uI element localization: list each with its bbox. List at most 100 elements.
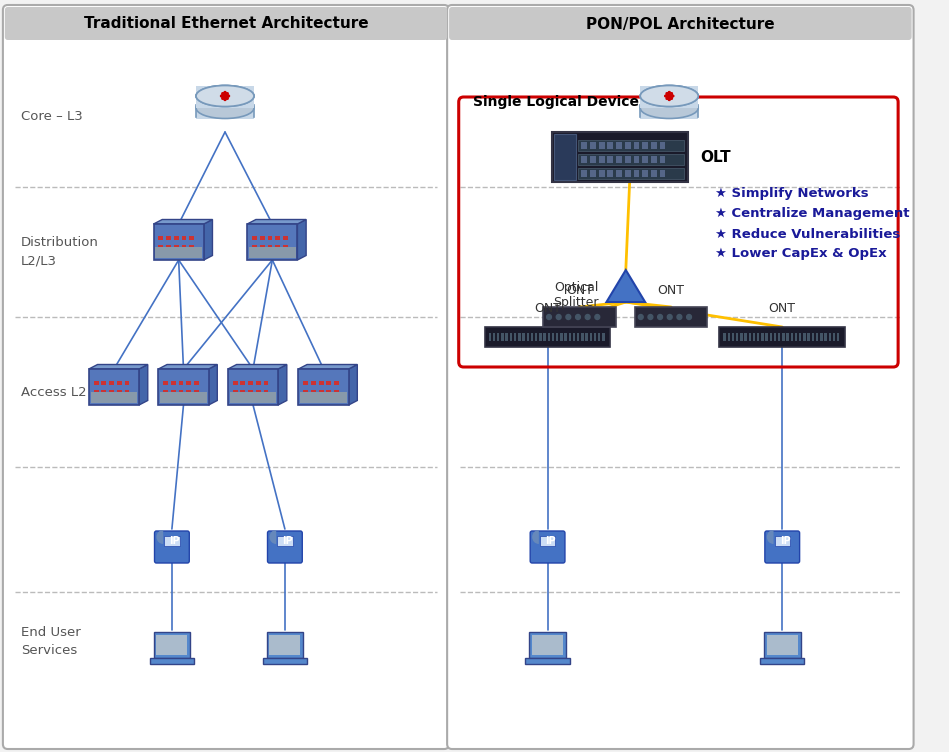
FancyBboxPatch shape: [527, 333, 529, 341]
FancyBboxPatch shape: [154, 632, 190, 658]
FancyBboxPatch shape: [586, 333, 587, 341]
Wedge shape: [157, 530, 163, 544]
FancyBboxPatch shape: [447, 5, 914, 749]
FancyBboxPatch shape: [660, 156, 665, 163]
Text: ★ Centralize Management: ★ Centralize Management: [715, 208, 909, 220]
Text: ★ Reduce Vulnerabilities: ★ Reduce Vulnerabilities: [715, 228, 900, 241]
Text: IP: IP: [170, 536, 180, 546]
Text: End User
Services: End User Services: [21, 626, 81, 657]
Text: Core – L3: Core – L3: [21, 111, 83, 123]
FancyBboxPatch shape: [795, 333, 797, 341]
FancyBboxPatch shape: [616, 170, 622, 177]
FancyBboxPatch shape: [510, 333, 512, 341]
Polygon shape: [204, 220, 213, 260]
FancyBboxPatch shape: [319, 381, 324, 385]
FancyBboxPatch shape: [603, 333, 605, 341]
FancyBboxPatch shape: [518, 333, 521, 341]
FancyBboxPatch shape: [641, 86, 698, 114]
FancyBboxPatch shape: [91, 393, 138, 403]
FancyBboxPatch shape: [485, 327, 610, 347]
FancyBboxPatch shape: [195, 381, 199, 385]
FancyBboxPatch shape: [582, 170, 587, 177]
FancyBboxPatch shape: [816, 333, 818, 341]
FancyBboxPatch shape: [598, 333, 601, 341]
FancyBboxPatch shape: [196, 86, 254, 114]
Ellipse shape: [641, 86, 698, 107]
FancyBboxPatch shape: [489, 333, 491, 341]
FancyBboxPatch shape: [163, 381, 168, 385]
Polygon shape: [154, 220, 213, 224]
Text: OLT: OLT: [700, 150, 731, 165]
Text: ONT: ONT: [769, 302, 796, 315]
FancyBboxPatch shape: [808, 333, 809, 341]
FancyBboxPatch shape: [837, 333, 839, 341]
FancyBboxPatch shape: [264, 390, 269, 394]
FancyBboxPatch shape: [578, 154, 683, 165]
FancyBboxPatch shape: [304, 390, 308, 394]
FancyBboxPatch shape: [174, 245, 178, 249]
Circle shape: [576, 314, 581, 320]
Circle shape: [556, 314, 561, 320]
FancyBboxPatch shape: [773, 333, 776, 341]
FancyBboxPatch shape: [268, 236, 272, 240]
FancyBboxPatch shape: [544, 333, 546, 341]
FancyBboxPatch shape: [526, 658, 569, 664]
Polygon shape: [248, 220, 307, 224]
Ellipse shape: [196, 86, 254, 107]
FancyBboxPatch shape: [256, 381, 261, 385]
FancyBboxPatch shape: [590, 142, 596, 149]
FancyBboxPatch shape: [740, 333, 742, 341]
FancyBboxPatch shape: [3, 5, 449, 749]
FancyBboxPatch shape: [744, 333, 747, 341]
FancyBboxPatch shape: [166, 236, 171, 240]
FancyBboxPatch shape: [719, 327, 845, 347]
FancyBboxPatch shape: [774, 536, 790, 546]
FancyBboxPatch shape: [651, 142, 657, 149]
FancyBboxPatch shape: [765, 531, 800, 563]
Circle shape: [667, 314, 672, 320]
FancyBboxPatch shape: [607, 142, 613, 149]
FancyBboxPatch shape: [624, 170, 631, 177]
FancyBboxPatch shape: [311, 381, 316, 385]
FancyBboxPatch shape: [624, 142, 631, 149]
FancyBboxPatch shape: [548, 333, 550, 341]
FancyBboxPatch shape: [828, 333, 831, 341]
FancyBboxPatch shape: [150, 658, 195, 664]
FancyBboxPatch shape: [326, 381, 331, 385]
FancyBboxPatch shape: [820, 333, 823, 341]
Text: PON/POL Architecture: PON/POL Architecture: [586, 17, 774, 32]
FancyBboxPatch shape: [158, 369, 209, 405]
FancyBboxPatch shape: [263, 658, 307, 664]
Circle shape: [595, 314, 600, 320]
FancyBboxPatch shape: [634, 170, 640, 177]
FancyBboxPatch shape: [616, 142, 622, 149]
FancyBboxPatch shape: [171, 390, 176, 394]
FancyBboxPatch shape: [732, 333, 735, 341]
FancyBboxPatch shape: [624, 156, 631, 163]
FancyBboxPatch shape: [578, 140, 683, 151]
FancyBboxPatch shape: [551, 333, 554, 341]
FancyBboxPatch shape: [326, 390, 331, 394]
FancyBboxPatch shape: [249, 390, 253, 394]
FancyBboxPatch shape: [778, 333, 780, 341]
FancyBboxPatch shape: [449, 7, 912, 40]
Polygon shape: [297, 220, 307, 260]
Circle shape: [648, 314, 653, 320]
FancyBboxPatch shape: [501, 333, 504, 341]
Text: Access L2: Access L2: [21, 386, 87, 399]
Polygon shape: [278, 365, 287, 405]
FancyBboxPatch shape: [565, 333, 567, 341]
FancyBboxPatch shape: [178, 390, 183, 394]
FancyBboxPatch shape: [189, 236, 195, 240]
FancyBboxPatch shape: [581, 333, 584, 341]
Ellipse shape: [641, 98, 698, 119]
FancyBboxPatch shape: [543, 307, 616, 327]
FancyBboxPatch shape: [641, 96, 698, 108]
FancyBboxPatch shape: [252, 245, 257, 249]
FancyBboxPatch shape: [252, 236, 257, 240]
Text: ONT: ONT: [534, 302, 561, 315]
FancyBboxPatch shape: [539, 333, 542, 341]
Text: IP: IP: [283, 536, 293, 546]
FancyBboxPatch shape: [803, 333, 806, 341]
FancyBboxPatch shape: [634, 156, 640, 163]
